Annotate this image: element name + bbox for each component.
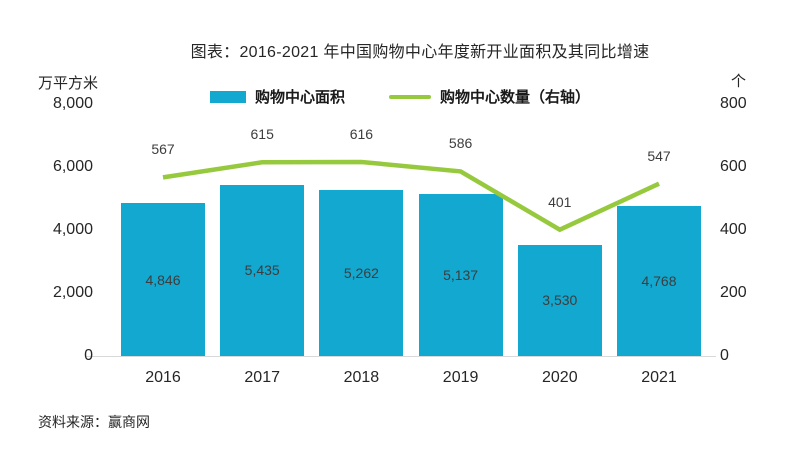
bar-2021: 4,768 xyxy=(617,205,701,356)
bar-2019: 5,137 xyxy=(418,194,503,356)
legend-label-area: 购物中心面积 xyxy=(254,89,345,106)
y-axis-tick-left: 4,000 xyxy=(52,221,93,238)
bar-2016: 4,846 xyxy=(121,203,205,356)
bar-swatch-icon xyxy=(209,90,246,103)
trend-line xyxy=(162,159,660,233)
line-value-label: 616 xyxy=(349,125,374,142)
x-axis-label-2019: 2019 xyxy=(442,369,479,386)
chart-title: 图表：2016-2021 年中国购物中心年度新开业面积及其同比增速 xyxy=(190,44,650,61)
x-axis-line xyxy=(85,356,716,357)
line-swatch-icon xyxy=(389,94,431,99)
bar-2020: 3,530 xyxy=(517,244,602,356)
x-axis-label-2021: 2021 xyxy=(641,369,677,386)
bar-value-label: 4,846 xyxy=(145,271,181,288)
line-value-label: 615 xyxy=(250,126,274,143)
y-axis-tick-right: 400 xyxy=(720,221,747,238)
y-axis-tick-left: 8,000 xyxy=(52,95,93,112)
line-value-label: 401 xyxy=(548,193,572,210)
bar-value-label: 3,530 xyxy=(542,292,578,309)
y-axis-tick-left: 6,000 xyxy=(52,158,93,175)
source-note: 资料来源：赢商网 xyxy=(38,414,150,430)
y-axis-tick-right: 0 xyxy=(720,347,729,364)
bar-value-label: 5,262 xyxy=(343,265,379,282)
y-axis-tick-right: 800 xyxy=(720,95,747,112)
legend-item-count: 购物中心数量（右轴） xyxy=(389,86,590,107)
x-axis-label-2020: 2020 xyxy=(542,369,578,386)
right-axis-unit: 个 xyxy=(731,73,747,90)
bar-value-label: 5,435 xyxy=(244,262,280,279)
x-axis-label-2017: 2017 xyxy=(244,369,280,386)
bar-value-label: 5,137 xyxy=(443,267,479,284)
x-axis-label-2018: 2018 xyxy=(343,369,380,386)
bar-value-label: 4,768 xyxy=(641,272,677,289)
x-axis-label-2016: 2016 xyxy=(145,369,181,386)
legend: 购物中心面积 购物中心数量（右轴） xyxy=(0,86,800,107)
bar-2018: 5,262 xyxy=(319,190,404,356)
legend-item-area: 购物中心面积 xyxy=(209,86,345,107)
y-axis-tick-right: 200 xyxy=(720,284,747,301)
line-value-label: 567 xyxy=(151,141,175,158)
bar-2017: 5,435 xyxy=(220,184,305,356)
line-value-label: 547 xyxy=(647,147,671,164)
y-axis-tick-right: 600 xyxy=(720,158,747,175)
left-axis-unit: 万平方米 xyxy=(38,75,99,92)
y-axis-tick-left: 2,000 xyxy=(52,284,93,301)
line-value-label: 586 xyxy=(448,135,473,152)
y-axis-tick-left: 0 xyxy=(84,347,93,364)
legend-label-count: 购物中心数量（右轴） xyxy=(440,89,591,106)
